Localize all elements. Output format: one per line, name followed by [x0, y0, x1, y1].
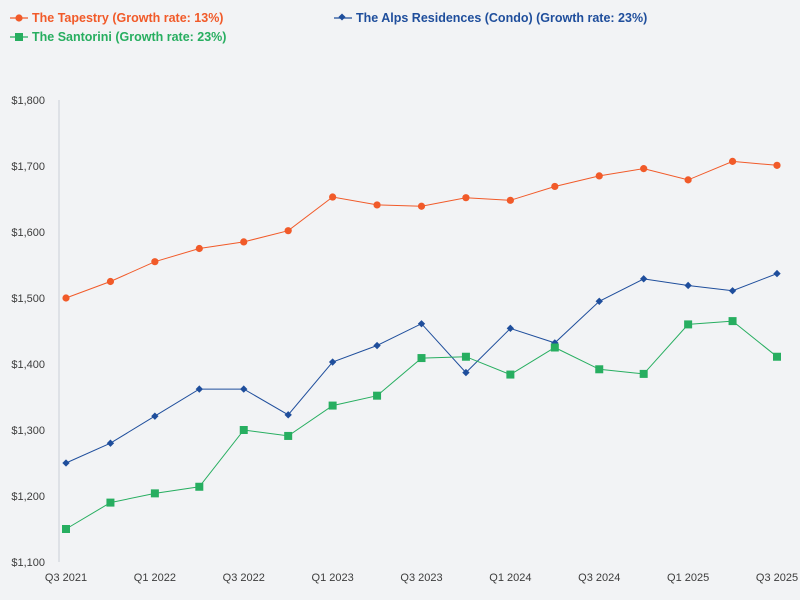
- data-point-tapestry[interactable]: [417, 202, 426, 210]
- data-point-alps[interactable]: [640, 275, 648, 283]
- x-tick-label: Q3 2023: [400, 572, 442, 584]
- x-tick-label: Q1 2024: [489, 572, 531, 584]
- series-alps: [62, 269, 781, 467]
- legend-item-santorini[interactable]: The Santorini (Growth rate: 23%): [10, 30, 226, 44]
- data-point-santorini[interactable]: [417, 354, 426, 363]
- legend-item-alps-residences[interactable]: The Alps Residences (Condo) (Growth rate…: [334, 11, 647, 25]
- legend-label-santorini: The Santorini (Growth rate: 23%): [32, 30, 226, 44]
- y-axis-ticks: $1,100 $1,200 $1,300 $1,400 $1,500 $1,600 $1,7…: [11, 95, 45, 569]
- data-point-santorini[interactable]: [773, 352, 781, 361]
- data-point-tapestry[interactable]: [728, 157, 737, 165]
- data-point-tapestry[interactable]: [551, 182, 559, 191]
- data-point-santorini[interactable]: [595, 365, 604, 374]
- data-point-tapestry[interactable]: [195, 244, 203, 253]
- data-point-santorini[interactable]: [284, 431, 293, 440]
- y-tick-label: $1,400: [11, 359, 45, 371]
- data-point-tapestry[interactable]: [62, 294, 70, 302]
- data-point-tapestry[interactable]: [462, 194, 470, 202]
- legend-item-tapestry[interactable]: The Tapestry (Growth rate: 13%): [10, 11, 223, 25]
- x-tick-label: Q3 2021: [45, 572, 87, 584]
- data-point-santorini[interactable]: [373, 391, 382, 400]
- series-tapestry: [62, 157, 781, 302]
- data-point-santorini[interactable]: [239, 426, 248, 434]
- y-tick-label: $1,500: [11, 293, 45, 305]
- data-point-alps[interactable]: [328, 358, 337, 366]
- data-point-alps[interactable]: [728, 287, 737, 295]
- data-point-alps[interactable]: [195, 385, 203, 393]
- data-point-santorini[interactable]: [150, 489, 159, 498]
- x-tick-label: Q1 2023: [312, 572, 354, 584]
- x-tick-label: Q1 2022: [134, 572, 176, 584]
- data-point-alps[interactable]: [595, 297, 603, 305]
- y-tick-label: $1,800: [11, 95, 45, 107]
- legend-marker-square-icon: [15, 33, 23, 41]
- data-point-santorini[interactable]: [550, 343, 559, 352]
- data-point-alps[interactable]: [240, 385, 248, 393]
- y-tick-label: $1,600: [11, 227, 45, 239]
- data-point-alps[interactable]: [773, 269, 781, 278]
- data-point-alps[interactable]: [373, 341, 381, 350]
- data-point-santorini[interactable]: [328, 401, 337, 410]
- series-line-alps: [65, 273, 778, 464]
- data-point-alps[interactable]: [462, 368, 470, 377]
- data-point-santorini[interactable]: [506, 370, 515, 379]
- data-point-santorini[interactable]: [106, 498, 115, 507]
- y-tick-label: $1,700: [11, 161, 45, 173]
- x-tick-label: Q3 2022: [223, 572, 265, 584]
- x-axis-ticks: Q3 2021 Q1 2022 Q3 2022 Q1 2023 Q3 2023 Q1 20…: [45, 572, 798, 584]
- data-point-tapestry[interactable]: [329, 193, 337, 201]
- data-point-tapestry[interactable]: [506, 196, 514, 204]
- series-line-santorini: [65, 320, 778, 530]
- data-point-tapestry[interactable]: [373, 201, 381, 209]
- data-point-santorini[interactable]: [195, 482, 204, 491]
- data-point-tapestry[interactable]: [684, 176, 692, 184]
- data-point-santorini[interactable]: [728, 317, 737, 326]
- data-point-tapestry[interactable]: [151, 258, 159, 266]
- legend-label-tapestry: The Tapestry (Growth rate: 13%): [32, 11, 223, 25]
- data-point-alps[interactable]: [106, 439, 115, 447]
- data-point-santorini[interactable]: [684, 320, 693, 329]
- data-point-tapestry[interactable]: [595, 172, 603, 180]
- x-tick-label: Q3 2024: [578, 572, 620, 584]
- legend-marker-circle-icon: [15, 14, 23, 22]
- series-line-tapestry: [65, 160, 778, 299]
- series-santorini: [62, 317, 781, 533]
- data-point-tapestry[interactable]: [106, 277, 115, 286]
- legend-label-alps: The Alps Residences (Condo) (Growth rate…: [356, 11, 647, 25]
- x-tick-label: Q3 2025: [756, 572, 798, 584]
- data-point-santorini[interactable]: [461, 352, 470, 361]
- x-tick-label: Q1 2025: [667, 572, 709, 584]
- data-point-tapestry[interactable]: [284, 227, 292, 235]
- data-point-alps[interactable]: [506, 324, 515, 333]
- data-point-tapestry[interactable]: [773, 161, 781, 169]
- y-tick-label: $1,200: [11, 491, 45, 503]
- data-point-alps[interactable]: [417, 320, 426, 328]
- data-point-alps[interactable]: [62, 459, 70, 467]
- data-point-alps[interactable]: [684, 281, 692, 290]
- legend: The Tapestry (Growth rate: 13%) The Alps…: [10, 11, 647, 44]
- data-point-tapestry[interactable]: [240, 238, 248, 246]
- y-tick-label: $1,300: [11, 425, 45, 437]
- plot-area: [62, 157, 781, 533]
- data-point-tapestry[interactable]: [640, 165, 648, 173]
- data-point-alps[interactable]: [151, 412, 159, 420]
- data-point-alps[interactable]: [284, 411, 292, 419]
- y-tick-label: $1,100: [11, 557, 45, 569]
- data-point-santorini[interactable]: [62, 525, 70, 533]
- data-point-santorini[interactable]: [639, 369, 648, 378]
- legend-marker-diamond-icon: [338, 13, 346, 21]
